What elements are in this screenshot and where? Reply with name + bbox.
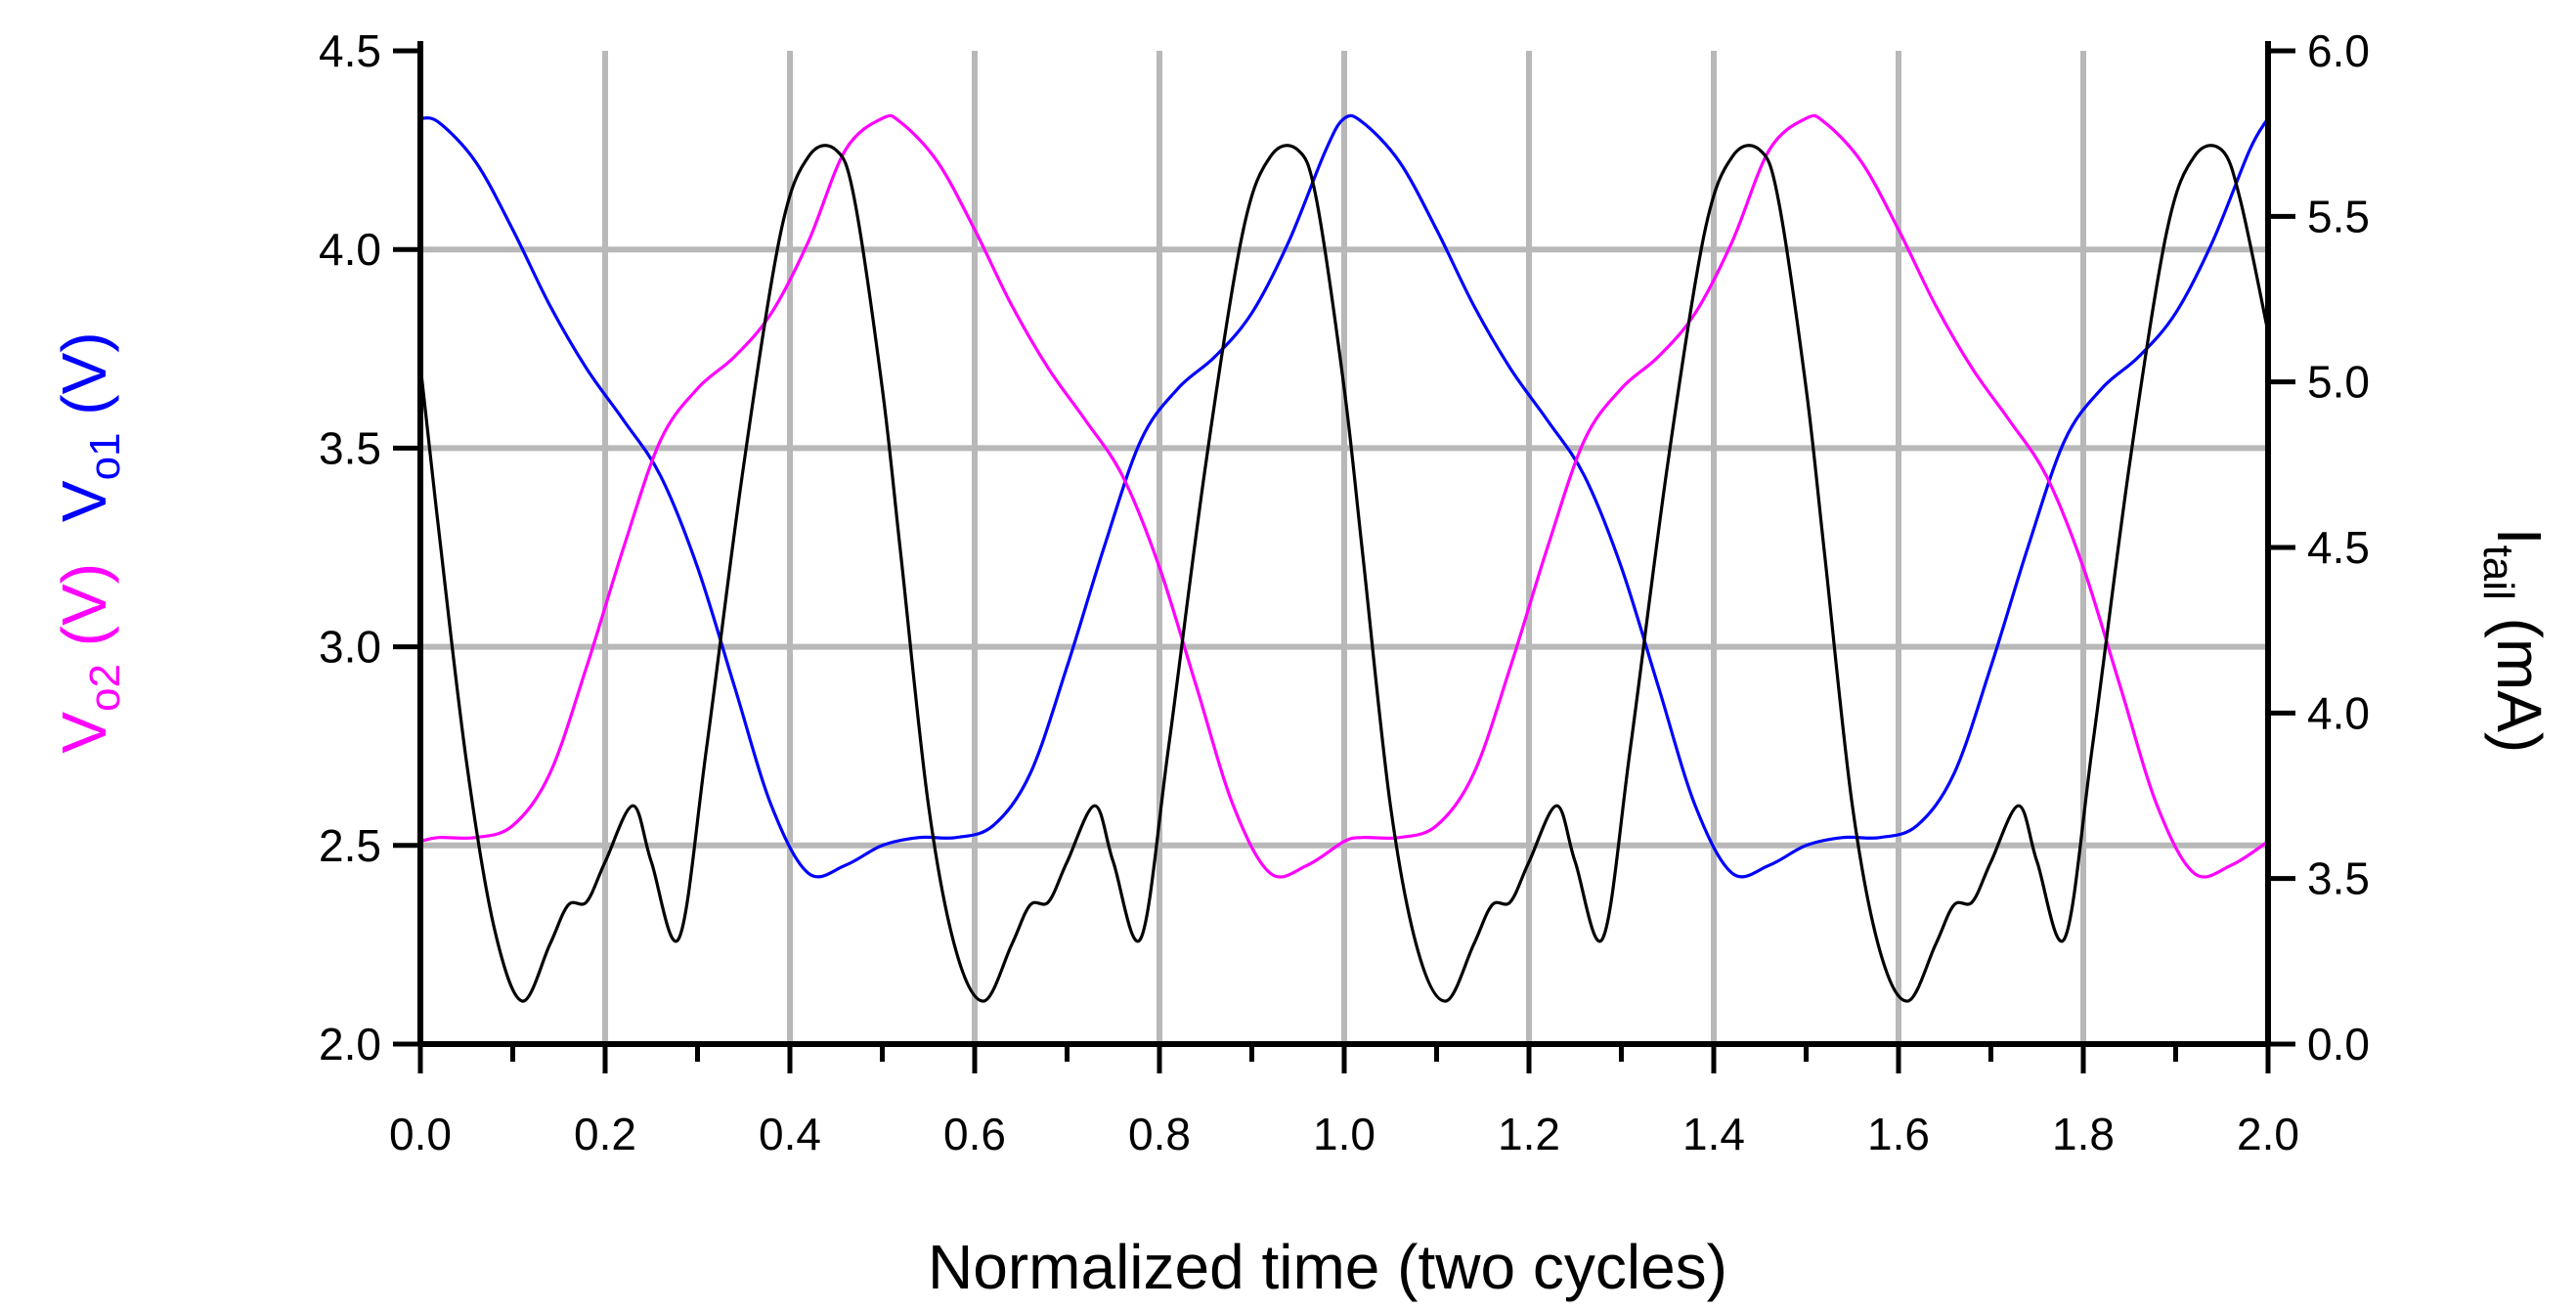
right-y-tick-label: 4.0: [2307, 687, 2370, 738]
right-y-tick-label: 5.5: [2307, 191, 2370, 241]
x-tick-label: 0.4: [759, 1109, 821, 1159]
tick-labels: 0.0 0.2 0.4 0.6 0.8 1.0 1.2 1.4 1.6 1.8 2.0 2.0 2.5 3…: [319, 25, 2370, 1159]
x-tick-label: 1.8: [2052, 1109, 2115, 1159]
right-y-tick-label: 0.0: [2307, 1019, 2370, 1070]
x-tick-label: 2.0: [2237, 1109, 2299, 1159]
vo2-label: Vo2 (V): [49, 563, 129, 754]
left-y-tick-label: 4.5: [319, 25, 381, 76]
right-y-tick-label: 6.0: [2307, 25, 2370, 76]
gridlines: [420, 51, 2268, 1044]
axes: [393, 41, 2295, 1073]
x-tick-label: 1.0: [1313, 1109, 1375, 1159]
x-tick-label: 0.0: [389, 1109, 452, 1159]
left-y-tick-label: 4.0: [319, 224, 381, 275]
svg-text:Vo2 (V) Vo1 (V): Vo2 (V) Vo1 (V): [49, 331, 129, 753]
x-tick-label: 1.4: [1682, 1109, 1745, 1159]
left-y-axis-title: Vo2 (V) Vo1 (V): [49, 331, 129, 753]
x-tick-label: 0.8: [1128, 1109, 1191, 1159]
x-tick-label: 1.2: [1498, 1109, 1560, 1159]
vo1-label: Vo1 (V): [49, 331, 129, 522]
x-tick-label: 0.2: [574, 1109, 636, 1159]
x-tick-label: 0.6: [943, 1109, 1006, 1159]
right-y-tick-label: 4.5: [2307, 522, 2370, 573]
left-y-tick-label: 2.5: [319, 820, 381, 871]
series-line-vo2: [418, 113, 2270, 879]
left-y-tick-label: 3.0: [319, 622, 381, 673]
x-tick-label: 1.6: [1867, 1109, 1930, 1159]
right-y-axis-title: Itail (mA): [2474, 528, 2554, 753]
x-axis-title: Normalized time (two cycles): [928, 1232, 1727, 1302]
right-y-tick-label: 5.0: [2307, 357, 2370, 408]
right-y-tick-label: 3.5: [2307, 853, 2370, 904]
left-y-tick-label: 3.5: [319, 422, 381, 473]
svg-text:Itail (mA): Itail (mA): [2474, 528, 2554, 753]
series-line-vo1: [418, 113, 2270, 879]
left-y-tick-label: 2.0: [319, 1019, 381, 1070]
series-line-itail: [418, 144, 2270, 1003]
plot-series: [418, 113, 2270, 1003]
